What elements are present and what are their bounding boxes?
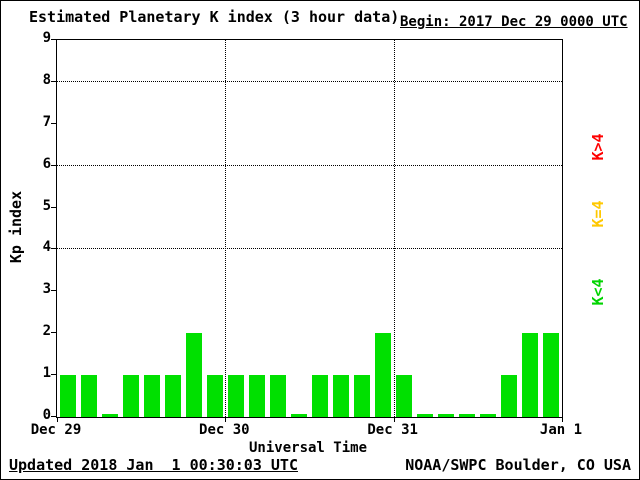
y-tick-mark [51, 122, 57, 124]
kp-bar [248, 375, 265, 417]
y-tick-mark [51, 248, 57, 250]
kp-bar [290, 414, 307, 417]
begin-label: Begin: 2017 Dec 29 0000 UTC [400, 14, 628, 30]
kp-bar [312, 375, 329, 417]
y-tick-label: 1 [42, 365, 51, 382]
y-tick-mark [51, 332, 57, 334]
kp-bar [122, 375, 139, 417]
y-tick-mark [51, 416, 57, 417]
kp-bar [438, 414, 455, 417]
kp-bar [459, 414, 476, 417]
legend-k-above-4: K>4 [589, 133, 607, 161]
y-tick-mark [51, 80, 57, 82]
kp-bar [269, 375, 286, 417]
legend-k-equal-4: K=4 [589, 200, 607, 228]
y-tick-mark [51, 290, 57, 292]
kp-bar [522, 333, 539, 417]
y-tick-mark [51, 374, 57, 376]
y-tick-label: 5 [42, 197, 51, 214]
y-tick-label: 8 [42, 71, 51, 88]
x-axis-label: Universal Time [248, 440, 368, 456]
x-tick-mark [57, 417, 58, 422]
y-tick-label: 3 [42, 281, 51, 298]
kp-bar [396, 375, 413, 417]
kp-bar [227, 375, 244, 417]
updated-timestamp: Updated 2018 Jan 1 00:30:03 UTC [9, 456, 298, 474]
x-tick-label: Dec 29 [30, 422, 82, 438]
legend-k-below-4: K<4 [589, 278, 607, 306]
grid-line-horizontal [57, 164, 562, 166]
kp-bar [417, 414, 434, 417]
kp-bar [185, 333, 202, 417]
y-tick-label: 0 [42, 407, 51, 423]
y-tick-mark [51, 39, 57, 40]
y-tick-label: 7 [42, 113, 51, 130]
grid-line-vertical [225, 40, 226, 417]
kp-bar [143, 375, 160, 417]
y-tick-label: 4 [42, 239, 51, 256]
kp-bar [354, 375, 371, 417]
y-tick-label: 2 [42, 323, 51, 340]
x-tick-mark [225, 417, 226, 422]
x-tick-label: Jan 1 [539, 422, 583, 438]
grid-line-vertical [394, 40, 395, 417]
plot-area [51, 39, 563, 422]
kp-bar [375, 333, 392, 417]
grid-line-horizontal [57, 248, 562, 250]
kp-bar [80, 375, 97, 417]
kp-bar [333, 375, 350, 417]
kp-bar [59, 375, 76, 417]
kp-bar [164, 375, 181, 417]
kp-bar [543, 333, 560, 417]
x-tick-mark [562, 417, 563, 422]
kp-bar [501, 375, 518, 417]
x-tick-mark [394, 417, 395, 422]
x-tick-label: Dec 30 [199, 422, 250, 438]
y-tick-mark [51, 164, 57, 166]
y-tick-label: 9 [42, 30, 51, 46]
y-tick-mark [51, 206, 57, 208]
y-tick-label: 6 [42, 155, 51, 172]
kp-bar [206, 375, 223, 417]
source-credit: NOAA/SWPC Boulder, CO USA [405, 456, 631, 474]
kp-bar [101, 414, 118, 417]
chart-title: Estimated Planetary K index (3 hour data… [29, 8, 400, 26]
grid-line-horizontal [57, 80, 562, 82]
x-tick-label: Dec 31 [367, 422, 418, 438]
kp-bar [480, 414, 497, 417]
